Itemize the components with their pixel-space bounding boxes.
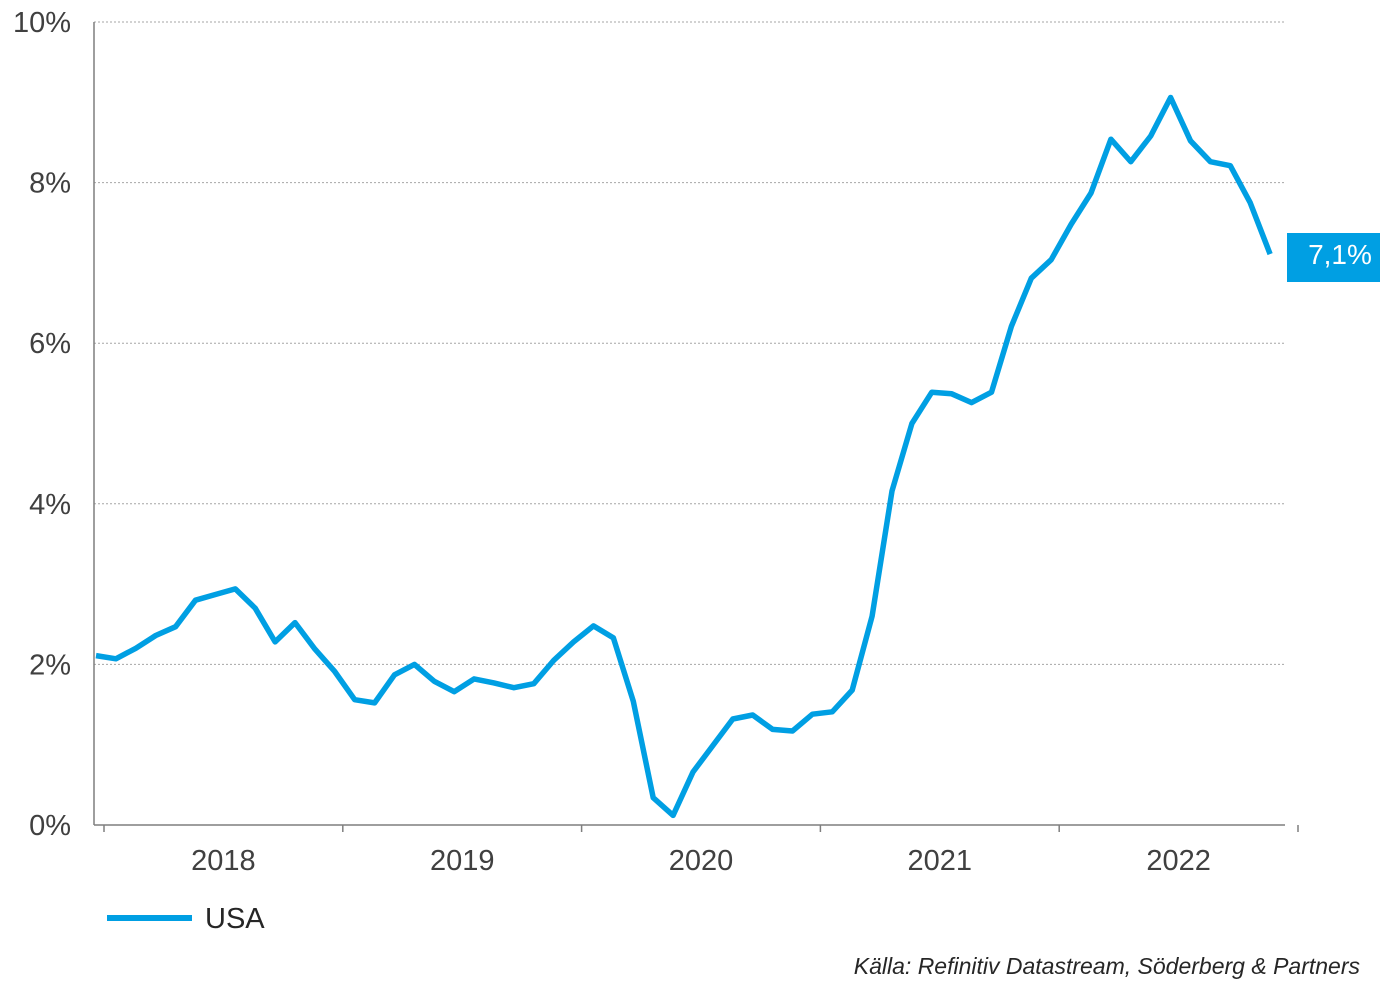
series-line-usa xyxy=(95,94,1273,819)
y-tick-label: 4% xyxy=(29,489,71,521)
y-tick-label: 8% xyxy=(29,168,71,200)
last-value-label-text: 7,1% xyxy=(1308,239,1372,270)
x-tick-label: 2022 xyxy=(1146,845,1211,877)
source-note: Källa: Refinitiv Datastream, Söderberg &… xyxy=(853,953,1360,979)
x-tick-label: 2019 xyxy=(430,845,495,877)
x-axis-ticks: 2018 2019 2020 2021 2022 xyxy=(103,825,1299,877)
axes xyxy=(93,22,1285,826)
y-tick-label: 10% xyxy=(13,7,71,39)
y-tick-label: 0% xyxy=(29,810,71,842)
y-tick-label: 2% xyxy=(29,649,71,681)
gridlines xyxy=(94,21,1285,665)
last-value-label-box xyxy=(1287,233,1380,282)
x-tick-label: 2020 xyxy=(669,845,734,877)
series-layer xyxy=(95,94,1273,819)
x-tick-label: 2021 xyxy=(908,845,973,877)
x-tick-label: 2018 xyxy=(191,845,256,877)
y-axis-tick-labels: 0% 2% 4% 6% 8% 10% xyxy=(13,7,71,842)
legend-label-usa: USA xyxy=(205,903,265,935)
legend: USA xyxy=(107,903,265,935)
y-tick-label: 6% xyxy=(29,328,71,360)
last-value-label: 7,1% xyxy=(1287,233,1380,282)
